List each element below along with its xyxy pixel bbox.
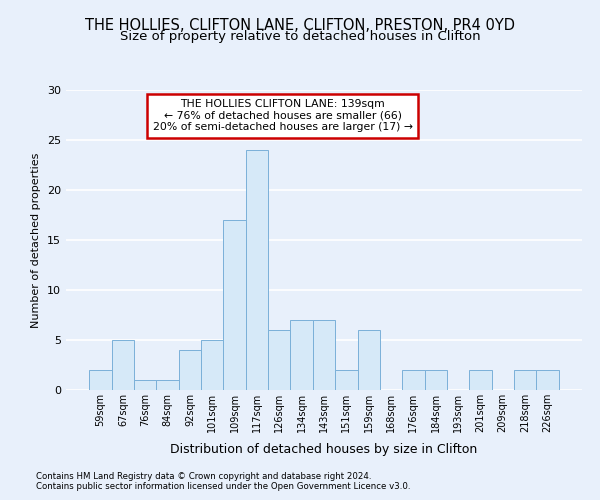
Bar (179, 350, 201, 390)
Y-axis label: Number of detached properties: Number of detached properties (31, 152, 41, 328)
Text: Contains HM Land Registry data © Crown copyright and database right 2024.: Contains HM Land Registry data © Crown c… (36, 472, 371, 481)
Bar (536, 370, 559, 390)
Bar (335, 370, 358, 390)
Bar (201, 340, 223, 390)
Bar (223, 220, 246, 390)
Bar (89, 370, 112, 390)
Bar (402, 370, 425, 390)
Text: Size of property relative to detached houses in Clifton: Size of property relative to detached ho… (119, 30, 481, 43)
Bar (157, 380, 179, 390)
Text: THE HOLLIES, CLIFTON LANE, CLIFTON, PRESTON, PR4 0YD: THE HOLLIES, CLIFTON LANE, CLIFTON, PRES… (85, 18, 515, 32)
X-axis label: Distribution of detached houses by size in Clifton: Distribution of detached houses by size … (170, 444, 478, 456)
Bar (469, 370, 491, 390)
Bar (268, 330, 290, 390)
Bar (246, 150, 268, 390)
Bar (112, 340, 134, 390)
Bar (313, 320, 335, 390)
Bar (290, 320, 313, 390)
Bar (514, 370, 536, 390)
Text: Contains public sector information licensed under the Open Government Licence v3: Contains public sector information licen… (36, 482, 410, 491)
Bar (425, 370, 447, 390)
Bar (134, 380, 157, 390)
Text: THE HOLLIES CLIFTON LANE: 139sqm
← 76% of detached houses are smaller (66)
20% o: THE HOLLIES CLIFTON LANE: 139sqm ← 76% o… (153, 99, 413, 132)
Bar (358, 330, 380, 390)
